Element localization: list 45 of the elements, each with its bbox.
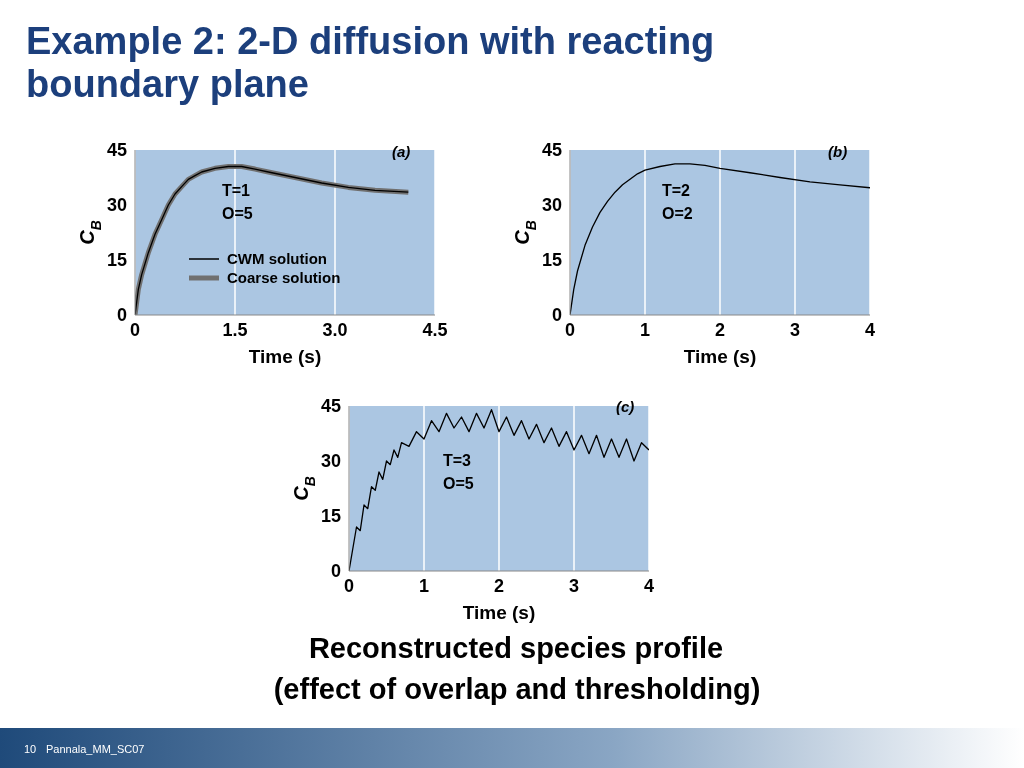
- annotation: O=5: [443, 475, 474, 493]
- x-tick-label: 1: [639, 319, 651, 340]
- x-axis-title: Time (s): [462, 602, 536, 623]
- x-tick-label: 2: [714, 319, 726, 340]
- y-tick-label: 15: [541, 250, 562, 271]
- x-tick-label: 3.0: [322, 319, 348, 340]
- y-tick-label: 15: [320, 506, 341, 527]
- x-axis-title: Time (s): [683, 346, 757, 367]
- x-tick-label: 0: [564, 319, 576, 340]
- x-tick-label: 3: [789, 319, 801, 340]
- y-tick-label: 15: [106, 250, 127, 271]
- annotation: (b): [828, 143, 848, 160]
- x-tick-label: 1.5: [222, 319, 248, 340]
- annotation: O=2: [662, 205, 693, 223]
- text: Pannala_MM_SC07: [46, 743, 145, 755]
- x-tick-label: 0: [129, 319, 141, 340]
- x-axis-title: Time (s): [248, 346, 322, 367]
- annotation: T=3: [443, 452, 472, 470]
- x-tick-label: 4.5: [422, 319, 448, 340]
- y-tick-label: 30: [320, 451, 341, 472]
- x-tick-label: 3: [568, 575, 580, 596]
- text: 10: [24, 743, 37, 755]
- annotation: T=1: [222, 182, 251, 200]
- y-tick-label: 45: [541, 140, 562, 161]
- y-tick-label: 30: [541, 195, 562, 216]
- y-tick-label: 30: [106, 195, 127, 216]
- y-tick-label: 45: [106, 140, 127, 161]
- text: (effect of overlap and thresholding): [272, 673, 762, 706]
- x-tick-label: 0: [343, 575, 355, 596]
- text: Reconstructed species profile: [307, 632, 725, 665]
- legend-label: Coarse solution: [227, 269, 341, 286]
- annotation: T=2: [662, 182, 691, 200]
- legend-label: CWM solution: [227, 250, 327, 267]
- x-tick-label: 1: [418, 575, 430, 596]
- x-tick-label: 2: [493, 575, 505, 596]
- y-tick-label: 0: [330, 561, 341, 582]
- y-tick-label: 45: [320, 396, 341, 417]
- chart-title: Example 2: 2-D diffusion with reacting boundary plane: [26, 20, 716, 106]
- x-tick-label: 4: [643, 575, 655, 596]
- y-tick-label: 0: [116, 305, 127, 326]
- annotation: O=5: [222, 205, 253, 223]
- y-tick-label: 0: [551, 305, 562, 326]
- annotation: (a): [392, 143, 411, 160]
- annotation: (c): [616, 398, 635, 415]
- x-tick-label: 4: [864, 319, 876, 340]
